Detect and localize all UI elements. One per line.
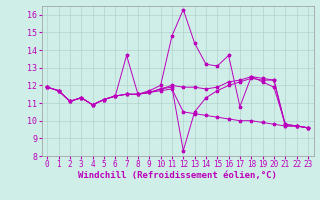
- X-axis label: Windchill (Refroidissement éolien,°C): Windchill (Refroidissement éolien,°C): [78, 171, 277, 180]
